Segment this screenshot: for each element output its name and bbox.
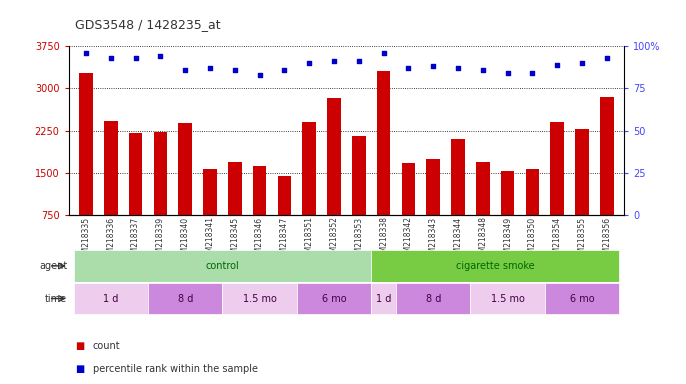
Bar [252, 166, 266, 215]
Bar [327, 98, 341, 215]
Bar [73, 250, 371, 281]
Bar [79, 73, 93, 215]
Bar [73, 283, 148, 314]
Bar [352, 136, 366, 215]
Bar [471, 283, 545, 314]
Text: cigarette smoke: cigarette smoke [456, 261, 534, 271]
Bar [303, 122, 316, 215]
Point [180, 67, 191, 73]
Text: GDS3548 / 1428235_at: GDS3548 / 1428235_at [75, 18, 221, 31]
Bar [104, 121, 117, 215]
Text: 1.5 mo: 1.5 mo [243, 293, 276, 304]
Bar [545, 283, 619, 314]
Bar [129, 133, 143, 215]
Text: 8 d: 8 d [178, 293, 193, 304]
Text: 6 mo: 6 mo [570, 293, 594, 304]
Text: 1.5 mo: 1.5 mo [490, 293, 525, 304]
Bar [576, 129, 589, 215]
Point [329, 58, 340, 65]
Point [477, 67, 488, 73]
Point [155, 53, 166, 59]
Bar [600, 97, 614, 215]
Bar [228, 162, 241, 215]
Bar [371, 250, 619, 281]
Bar [525, 169, 539, 215]
Bar [401, 163, 415, 215]
Point [577, 60, 588, 66]
Point [80, 50, 91, 56]
Point [279, 67, 290, 73]
Point [229, 67, 240, 73]
Bar [178, 122, 192, 215]
Bar [297, 283, 371, 314]
Text: agent: agent [39, 261, 67, 271]
Bar [203, 169, 217, 215]
Bar [427, 159, 440, 215]
Bar [377, 71, 390, 215]
Point [204, 65, 215, 71]
Text: 6 mo: 6 mo [322, 293, 346, 304]
Point [304, 60, 315, 66]
Bar [476, 162, 490, 215]
Bar [501, 170, 514, 215]
Point [130, 55, 141, 61]
Bar [396, 283, 471, 314]
Bar [278, 175, 292, 215]
Text: control: control [206, 261, 239, 271]
Bar [154, 132, 167, 215]
Text: 8 d: 8 d [425, 293, 441, 304]
Text: 1 d: 1 d [103, 293, 119, 304]
Text: ■: ■ [75, 364, 84, 374]
Point [552, 61, 563, 68]
Point [105, 55, 116, 61]
Point [254, 72, 265, 78]
Point [453, 65, 464, 71]
Bar [148, 283, 222, 314]
Text: count: count [93, 341, 120, 351]
Point [502, 70, 513, 76]
Point [378, 50, 389, 56]
Bar [222, 283, 297, 314]
Text: 1 d: 1 d [376, 293, 391, 304]
Point [602, 55, 613, 61]
Point [403, 65, 414, 71]
Bar [550, 122, 564, 215]
Point [527, 70, 538, 76]
Text: percentile rank within the sample: percentile rank within the sample [93, 364, 258, 374]
Text: ■: ■ [75, 341, 84, 351]
Bar [451, 139, 465, 215]
Point [353, 58, 364, 65]
Point [428, 63, 439, 70]
Text: time: time [45, 293, 67, 304]
Bar [371, 283, 396, 314]
